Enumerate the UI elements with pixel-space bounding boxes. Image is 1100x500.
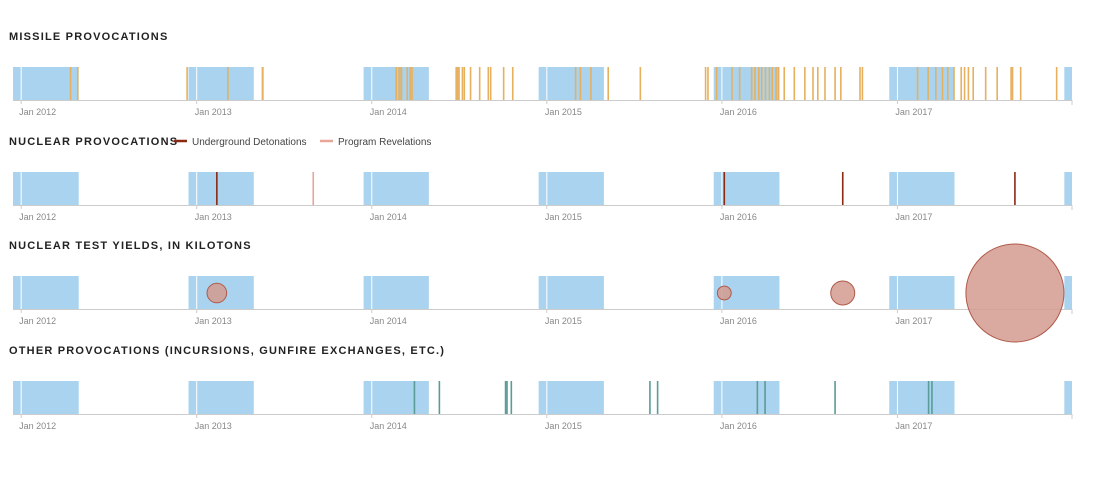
x-tick-label: Jan 2012	[19, 316, 56, 326]
x-tick-label: Jan 2012	[19, 212, 56, 222]
shaded-period	[13, 172, 79, 205]
x-tick-label: Jan 2014	[370, 212, 407, 222]
shaded-period	[188, 172, 254, 205]
shaded-period	[363, 276, 429, 309]
x-tick-label: Jan 2017	[895, 212, 932, 222]
x-tick-label: Jan 2017	[895, 107, 932, 117]
x-tick-label: Jan 2015	[545, 421, 582, 431]
x-tick-label: Jan 2016	[720, 316, 757, 326]
x-tick-label: Jan 2017	[895, 421, 932, 431]
shaded-period	[363, 381, 429, 414]
panel-title: OTHER PROVOCATIONS (INCURSIONS, GUNFIRE …	[9, 345, 445, 357]
x-tick-label: Jan 2014	[370, 316, 407, 326]
panel-title: NUCLEAR PROVOCATIONS	[9, 136, 178, 148]
panel-nuclear: NUCLEAR PROVOCATIONS Underground Detonati…	[9, 136, 1073, 222]
shaded-period	[188, 67, 254, 100]
yield-bubble	[206, 282, 228, 304]
x-tick-label: Jan 2016	[720, 212, 757, 222]
shaded-period	[713, 67, 780, 100]
x-tick-label: Jan 2015	[545, 212, 582, 222]
shaded-period	[538, 67, 604, 100]
x-tick-label: Jan 2017	[895, 316, 932, 326]
x-tick-label: Jan 2012	[19, 107, 56, 117]
panel-missile: MISSILE PROVOCATIONS Jan 2012 Jan 2013 Jan …	[9, 31, 1073, 117]
x-tick-label: Jan 2014	[370, 107, 407, 117]
yield-bubble	[716, 285, 732, 301]
x-tick-label: Jan 2013	[195, 316, 232, 326]
shaded-period	[1064, 67, 1072, 100]
shaded-period	[1064, 276, 1072, 309]
shaded-period	[363, 172, 429, 205]
legend-label-revelation: Program Revelations	[338, 137, 431, 148]
x-tick-label: Jan 2012	[19, 421, 56, 431]
x-tick-label: Jan 2014	[370, 421, 407, 431]
panel-title: MISSILE PROVOCATIONS	[9, 31, 168, 43]
shaded-period	[713, 381, 780, 414]
legend-label-detonation: Underground Detonations	[192, 137, 307, 148]
shaded-period	[538, 276, 604, 309]
x-tick-label: Jan 2016	[720, 107, 757, 117]
shaded-period	[889, 381, 955, 414]
x-tick-label: Jan 2013	[195, 107, 232, 117]
shaded-period	[13, 381, 79, 414]
shaded-period	[538, 381, 604, 414]
x-tick-label: Jan 2015	[545, 316, 582, 326]
shaded-period	[1064, 172, 1072, 205]
x-tick-label: Jan 2013	[195, 421, 232, 431]
shaded-period	[889, 67, 955, 100]
panel-other: OTHER PROVOCATIONS (INCURSIONS, GUNFIRE …	[9, 345, 1073, 431]
shaded-period	[889, 172, 955, 205]
panel-title: NUCLEAR TEST YIELDS, IN KILOTONS	[9, 240, 252, 252]
shaded-period	[889, 276, 955, 309]
x-tick-label: Jan 2016	[720, 421, 757, 431]
yield-bubble	[965, 243, 1065, 343]
shaded-period	[13, 67, 79, 100]
shaded-period	[188, 381, 254, 414]
shaded-period	[1064, 381, 1072, 414]
x-tick-label: Jan 2015	[545, 107, 582, 117]
shaded-period	[538, 172, 604, 205]
shaded-period	[13, 276, 79, 309]
x-tick-label: Jan 2013	[195, 212, 232, 222]
panel-yields: NUCLEAR TEST YIELDS, IN KILOTONS Jan 2012…	[9, 240, 1073, 343]
yield-bubble	[830, 280, 856, 306]
